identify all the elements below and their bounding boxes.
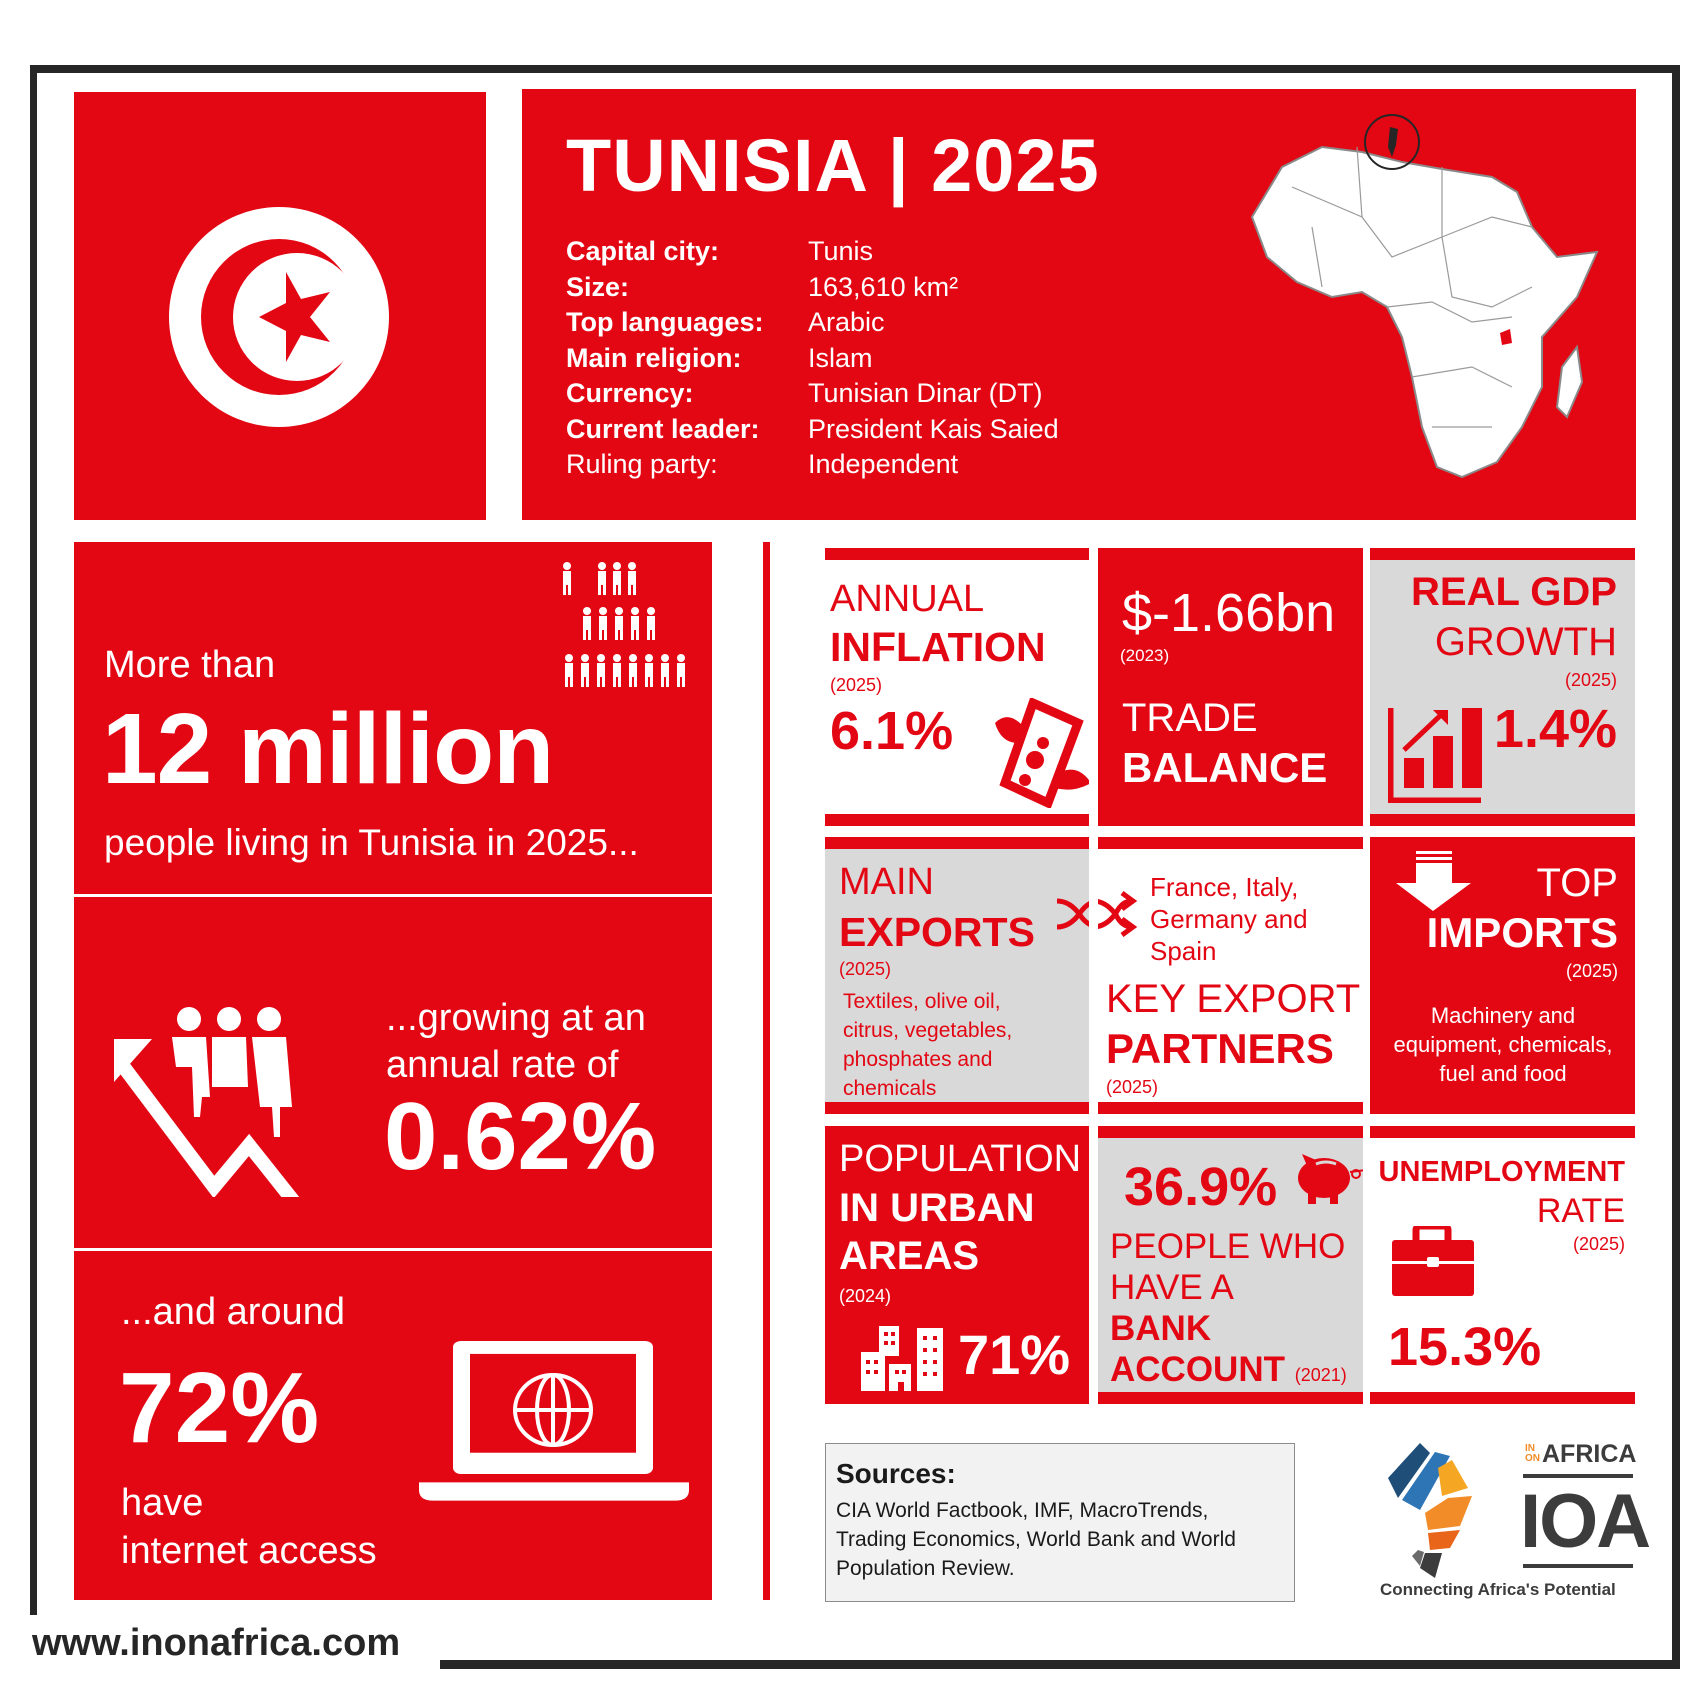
- shuffle-arrows-left-icon: [1056, 898, 1089, 930]
- logo-rule-top: [1523, 1474, 1633, 1478]
- sources-box: Sources: CIA World Factbook, IMF, MacroT…: [825, 1443, 1295, 1602]
- population-growth-chart-icon: [114, 1007, 300, 1197]
- bank-account-label: PEOPLE WHO HAVE A BANK ACCOUNT (2021): [1110, 1227, 1347, 1389]
- briefcase-icon: [1392, 1226, 1474, 1296]
- website-url[interactable]: www.inonafrica.com: [32, 1622, 401, 1664]
- growth-text: ...growing at an annual rate of: [386, 997, 646, 1086]
- trade-balance-value: $-1.66bn: [1122, 583, 1336, 643]
- country-facts: Capital city: Tunis Size: 163,610 km² Top …: [566, 234, 1059, 483]
- fact-leader: Current leader: President Kais Saied: [566, 413, 1059, 444]
- flag-crescent-star-icon: [169, 207, 389, 427]
- fact-religion: Main religion: Islam: [566, 342, 873, 373]
- main-exports-list: Textiles, olive oil, citrus, vegetables,…: [843, 990, 1013, 1100]
- tile-key-export-partners: France, Italy, Germany and Spain KEY EXP…: [1098, 837, 1363, 1114]
- growth-panel: ...growing at an annual rate of 0.62%: [74, 897, 712, 1248]
- frame-border-right: [1672, 65, 1680, 1669]
- urban-population-value: 71%: [958, 1323, 1071, 1386]
- tile-annual-inflation: ANNUAL INFLATION (2025) 6.1%: [825, 548, 1089, 826]
- inflation-value: 6.1%: [830, 701, 954, 761]
- africa-map-icon: [1250, 114, 1599, 479]
- fact-capital: Capital city: Tunis: [566, 236, 874, 266]
- logo-tagline: Connecting Africa's Potential: [1380, 1580, 1616, 1599]
- sources-title: Sources:: [836, 1458, 956, 1489]
- internet-intro: ...and around: [121, 1291, 345, 1333]
- fact-ruling-party: Ruling party: Independent: [566, 449, 959, 479]
- frame-border-bottom: [440, 1660, 1680, 1669]
- fact-languages: Top languages: Arabic: [566, 307, 885, 337]
- tile-top-imports: TOP IMPORTS (2025) Machinery and equipme…: [1370, 837, 1635, 1114]
- top-imports-list: Machinery and equipment, chemicals, fuel…: [1393, 1003, 1613, 1086]
- export-partners-list: France, Italy, Germany and Spain: [1150, 872, 1308, 966]
- sources-text: CIA World Factbook, IMF, MacroTrends, Tr…: [836, 1499, 1236, 1580]
- tunisia-flag: [74, 92, 486, 520]
- people-pyramid-icon: [563, 562, 685, 687]
- tile-trade-balance: $-1.66bn (2023) TRADE BALANCE: [1098, 548, 1363, 826]
- frame-border-left: [30, 65, 37, 1615]
- logo-rule-bottom: [1523, 1564, 1633, 1568]
- logo-in-on: IN ON: [1525, 1443, 1540, 1464]
- tile-bank-account: 36.9% PEOPLE WHO HAVE A BANK ACCOUNT (20…: [1098, 1126, 1363, 1404]
- internet-panel: ...and around 72% have internet access: [74, 1251, 712, 1600]
- city-buildings-icon: [861, 1326, 943, 1391]
- logo-africa-word: AFRICA: [1542, 1440, 1637, 1468]
- population-value: 12 million: [102, 693, 554, 805]
- column-divider: [763, 542, 770, 1600]
- flying-money-icon: [995, 698, 1089, 808]
- ioa-logo: IN ON AFRICA IOA Connecting Africa's Pot…: [1380, 1438, 1651, 1608]
- fact-currency: Currency: Tunisian Dinar (DT): [566, 378, 1043, 408]
- population-panel: More than 12 million people living in Tu…: [74, 542, 712, 894]
- frame-border-top: [30, 65, 1680, 73]
- gdp-growth-value: 1.4%: [1493, 699, 1617, 759]
- logo-acronym: IOA: [1520, 1479, 1651, 1564]
- tile-unemployment-rate: UNEMPLOYMENT RATE (2025) 15.3%: [1370, 1126, 1635, 1404]
- laptop-globe-icon: [419, 1341, 689, 1501]
- bank-account-value: 36.9%: [1124, 1157, 1278, 1217]
- internet-caption: have internet access: [121, 1482, 377, 1572]
- tile-main-exports: MAIN EXPORTS (2025) Textiles, olive oil,…: [825, 837, 1089, 1114]
- bar-chart-growth-icon: [1388, 708, 1482, 803]
- population-intro: More than: [104, 644, 276, 686]
- tile-real-gdp-growth: REAL GDP GROWTH (2025) 1.4%: [1370, 548, 1635, 826]
- shuffle-arrows-right-icon: [1098, 890, 1138, 937]
- growth-rate-value: 0.62%: [384, 1083, 657, 1190]
- down-arrow-icon: [1396, 851, 1471, 911]
- population-caption: people living in Tunisia in 2025...: [104, 822, 639, 863]
- africa-mosaic-logo-icon: [1388, 1443, 1472, 1578]
- piggy-bank-icon: [1298, 1154, 1363, 1204]
- internet-value: 72%: [119, 1352, 320, 1464]
- unemployment-value: 15.3%: [1388, 1317, 1542, 1377]
- page-title: TUNISIA | 2025: [566, 124, 1100, 207]
- tile-urban-population: POPULATION IN URBAN AREAS (2024) 71%: [825, 1126, 1089, 1404]
- country-header: TUNISIA | 2025 Capital city: Tunis Size: 1…: [522, 89, 1636, 520]
- fact-size: Size: 163,610 km²: [566, 271, 959, 302]
